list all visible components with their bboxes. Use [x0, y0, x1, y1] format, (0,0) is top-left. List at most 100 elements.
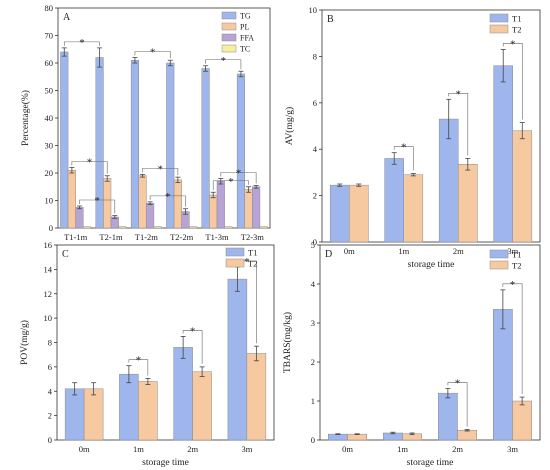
- significance-bracket: [447, 382, 468, 427]
- significance-bracket: [63, 41, 100, 46]
- bar-t2: [512, 130, 533, 243]
- bar-ffa: [216, 181, 225, 229]
- significance-bracket: [128, 359, 149, 376]
- significance-star: *: [228, 176, 234, 188]
- significance-bracket: [134, 51, 171, 59]
- bar-t1: [227, 278, 248, 441]
- y-tick-label: 6: [48, 362, 52, 372]
- y-tick-label: 4: [311, 279, 316, 289]
- legend-label-t1: T1: [512, 14, 521, 24]
- x-tick-label: 0m: [344, 246, 355, 256]
- panel-label: A: [63, 12, 71, 23]
- y-tick-label: 0: [311, 435, 315, 445]
- significance-bracket: [502, 283, 523, 395]
- bar-tg: [130, 60, 139, 229]
- panel-label: C: [62, 249, 69, 260]
- x-axis-label: storage time: [407, 458, 454, 468]
- x-tick-label: 0m: [342, 444, 353, 454]
- significance-star: *: [157, 163, 163, 175]
- x-tick-label: T2-2m: [170, 232, 194, 242]
- legend-label-t1: T1: [512, 250, 521, 260]
- y-tick-label: 0: [313, 237, 317, 247]
- significance-bracket: [71, 161, 108, 174]
- x-tick-label: T1-1m: [64, 232, 88, 242]
- legend-swatch-t2: [489, 260, 509, 270]
- y-axis-label: Percentage(%): [20, 90, 31, 146]
- bar-t2: [347, 433, 367, 441]
- significance-star: *: [456, 88, 462, 100]
- y-tick-label: 12: [44, 289, 53, 299]
- bar-t2: [403, 174, 424, 243]
- x-tick-label: T1-2m: [135, 232, 159, 242]
- bar-t1: [384, 158, 404, 243]
- y-tick-label: 4: [48, 386, 53, 396]
- bar-pl: [244, 189, 253, 229]
- y-axis-label: POV(mg/g): [19, 320, 30, 365]
- bar-t1: [64, 388, 85, 441]
- significance-bracket: [205, 59, 242, 70]
- significance-star: *: [79, 37, 85, 49]
- y-tick-label: 2: [48, 411, 52, 421]
- y-tick-label: 10: [45, 196, 54, 206]
- significance-star: *: [150, 47, 156, 59]
- y-tick-label: 0: [48, 435, 52, 445]
- x-axis-label: storage time: [408, 260, 455, 270]
- y-tick-label: 70: [45, 31, 54, 41]
- legend-swatch-tc: [221, 44, 237, 53]
- significance-star: *: [236, 168, 242, 180]
- bar-tc: [118, 226, 127, 229]
- bar-t1: [493, 65, 513, 243]
- bar-t2: [458, 164, 478, 243]
- bar-pl: [138, 175, 147, 229]
- x-tick-label: T1-3m: [205, 232, 229, 242]
- significance-star: *: [455, 378, 461, 390]
- bar-pl: [173, 179, 182, 229]
- bar-ffa: [146, 203, 155, 229]
- y-tick-label: 14: [44, 264, 53, 274]
- bar-t2: [457, 430, 477, 441]
- y-tick-label: 8: [313, 51, 317, 61]
- legend-label-t1: T1: [248, 248, 257, 258]
- bar-tg: [201, 68, 210, 229]
- significance-star: *: [136, 355, 142, 367]
- x-tick-label: T2-1m: [99, 232, 123, 242]
- y-axis-label: TBARS(mg/kg): [282, 312, 293, 373]
- significance-star: *: [165, 191, 171, 203]
- y-tick-label: 3: [311, 318, 315, 328]
- bar-tg: [60, 51, 69, 229]
- legend-swatch-t2: [225, 258, 245, 268]
- bar-ffa: [252, 186, 261, 229]
- x-tick-label: 2m: [453, 246, 464, 256]
- significance-star: *: [87, 157, 93, 169]
- panel-label: B: [327, 14, 334, 25]
- y-tick-label: 50: [45, 86, 54, 96]
- y-tick-label: 40: [45, 113, 54, 123]
- bar-t1: [328, 433, 348, 441]
- bar-t1: [173, 347, 193, 441]
- bar-tg: [236, 73, 245, 229]
- y-tick-label: 16: [44, 240, 53, 250]
- legend-swatch-tg: [221, 11, 237, 20]
- y-tick-label: 6: [313, 98, 317, 108]
- bar-t1: [329, 184, 350, 243]
- bar-t2: [246, 353, 267, 441]
- y-tick-label: 5: [311, 240, 315, 250]
- bar-t1: [119, 373, 139, 441]
- x-tick-label: 2m: [187, 444, 198, 454]
- significance-bracket: [79, 199, 116, 214]
- legend-swatch-t1: [489, 249, 509, 259]
- bar-tg: [166, 62, 175, 229]
- y-tick-label: 10: [309, 5, 318, 15]
- x-tick-label: T2-3m: [241, 232, 265, 242]
- legend-label-t2: T2: [512, 25, 521, 35]
- significance-star: *: [221, 55, 227, 67]
- bar-tc: [224, 226, 233, 229]
- y-tick-label: 20: [45, 168, 54, 178]
- y-tick-label: 0: [49, 223, 53, 233]
- x-tick-label: 3m: [241, 444, 252, 454]
- bar-t2: [349, 184, 369, 243]
- y-tick-label: 1: [311, 396, 315, 406]
